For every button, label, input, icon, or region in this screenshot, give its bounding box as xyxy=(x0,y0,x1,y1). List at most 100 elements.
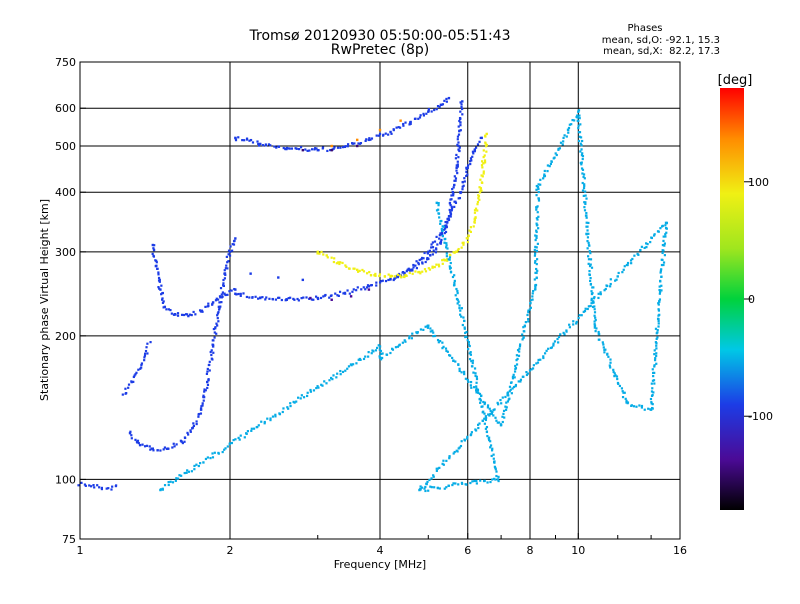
data-point xyxy=(586,307,589,311)
data-point xyxy=(660,268,663,271)
data-point xyxy=(199,310,203,313)
data-point xyxy=(624,397,627,400)
data-point xyxy=(518,350,521,353)
data-point xyxy=(384,279,388,283)
data-point xyxy=(433,240,437,243)
data-point xyxy=(455,449,458,452)
data-point xyxy=(389,130,392,134)
data-point xyxy=(582,187,586,190)
data-point xyxy=(635,405,638,408)
data-point xyxy=(441,462,444,465)
data-point xyxy=(473,221,476,224)
data-point xyxy=(651,407,654,410)
data-point xyxy=(198,412,201,416)
data-point xyxy=(650,401,653,404)
data-point xyxy=(237,436,240,439)
data-point xyxy=(372,350,375,353)
data-point xyxy=(136,439,140,442)
data-point xyxy=(535,236,538,240)
data-point xyxy=(625,263,628,267)
data-point xyxy=(442,463,445,466)
data-point xyxy=(342,292,345,295)
data-point xyxy=(460,481,464,485)
data-point xyxy=(391,348,395,351)
data-point xyxy=(583,206,586,209)
data-point xyxy=(330,298,333,301)
data-point xyxy=(476,391,479,394)
data-point xyxy=(509,381,513,384)
data-point xyxy=(338,290,342,293)
x-tick-label: 16 xyxy=(673,544,687,557)
data-point xyxy=(558,147,562,150)
data-point xyxy=(271,415,275,418)
data-point xyxy=(496,401,499,404)
data-point xyxy=(299,397,302,400)
data-point xyxy=(77,484,80,487)
data-point xyxy=(456,249,460,252)
data-point xyxy=(403,271,406,275)
data-point xyxy=(590,297,593,300)
data-point xyxy=(459,444,463,448)
data-point xyxy=(295,147,298,150)
data-point xyxy=(522,326,525,329)
data-point xyxy=(475,375,478,378)
data-point xyxy=(193,468,196,471)
data-point xyxy=(578,117,581,120)
data-point xyxy=(300,297,303,300)
data-point xyxy=(531,292,534,295)
data-point xyxy=(615,375,619,378)
data-point xyxy=(422,112,425,115)
data-point xyxy=(483,161,487,164)
data-point xyxy=(346,145,349,148)
data-point xyxy=(457,144,460,148)
data-point xyxy=(211,452,214,455)
data-point xyxy=(137,442,140,445)
data-point xyxy=(252,427,256,430)
data-point xyxy=(561,143,564,146)
data-point xyxy=(348,267,351,270)
data-point xyxy=(482,155,485,159)
data-point xyxy=(472,152,475,155)
data-point xyxy=(397,126,400,129)
data-point xyxy=(456,292,459,295)
data-point xyxy=(206,367,209,371)
data-point xyxy=(410,337,414,340)
data-point xyxy=(587,255,590,258)
data-point xyxy=(453,279,456,283)
data-point xyxy=(461,100,464,103)
data-point xyxy=(222,284,225,288)
data-point xyxy=(528,369,532,372)
data-point xyxy=(436,104,440,108)
data-point xyxy=(456,302,459,305)
data-point xyxy=(536,242,539,245)
data-point xyxy=(128,431,132,435)
data-point xyxy=(482,172,485,175)
data-point xyxy=(582,173,586,176)
data-point xyxy=(227,253,230,256)
data-point xyxy=(393,277,396,281)
data-point xyxy=(234,288,237,291)
data-point xyxy=(533,261,537,264)
data-point xyxy=(527,320,530,323)
data-point xyxy=(533,288,537,291)
data-point xyxy=(213,331,216,334)
data-point xyxy=(248,296,251,299)
data-point xyxy=(476,143,480,146)
data-point xyxy=(378,273,382,276)
data-point xyxy=(232,240,236,243)
data-point xyxy=(201,310,204,313)
data-point xyxy=(362,357,366,361)
data-point xyxy=(127,386,130,389)
data-point xyxy=(402,124,405,127)
data-point xyxy=(477,197,480,200)
data-point xyxy=(438,487,441,490)
data-point xyxy=(378,345,382,348)
data-point xyxy=(589,258,593,261)
data-point xyxy=(411,332,414,335)
data-point xyxy=(88,484,91,487)
data-point xyxy=(523,324,526,327)
data-point xyxy=(659,271,662,274)
data-point xyxy=(349,295,353,298)
data-point xyxy=(657,303,660,306)
data-point xyxy=(458,119,461,123)
